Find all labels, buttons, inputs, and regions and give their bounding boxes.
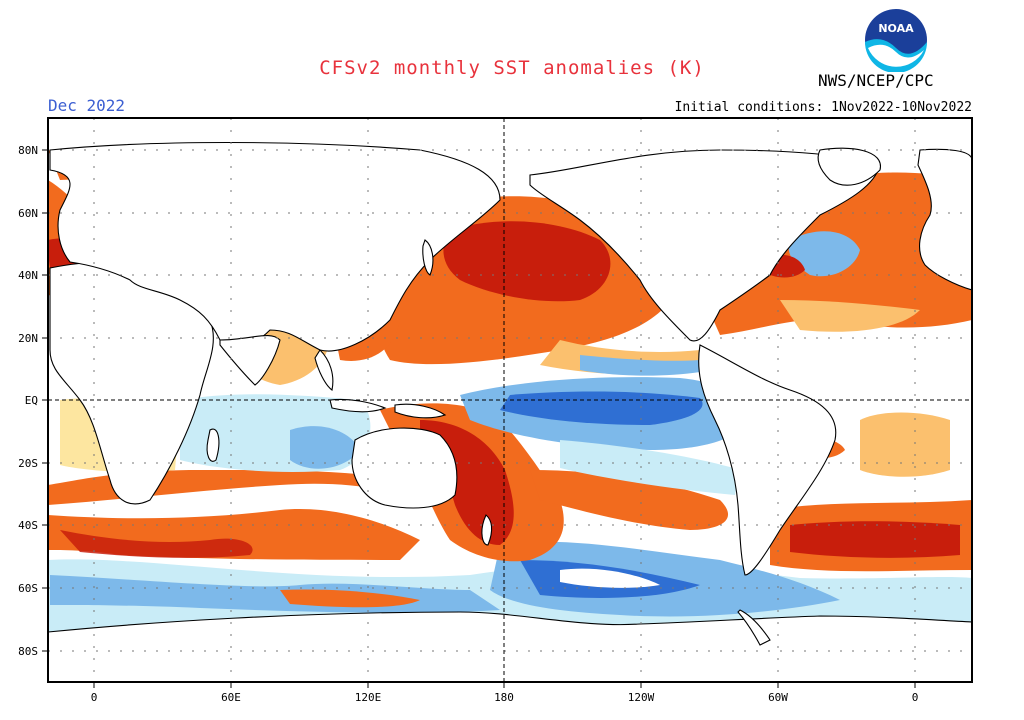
australia xyxy=(351,427,458,509)
lon-label: 120E xyxy=(355,691,382,704)
lat-labels: 80N 60N 40N 20N EQ 20S 40S 60S 80S xyxy=(18,144,38,658)
svg-text:NOAA: NOAA xyxy=(878,22,914,35)
lon-label: 60W xyxy=(768,691,788,704)
lat-label: 60N xyxy=(18,207,38,220)
lon-label: 120W xyxy=(628,691,655,704)
lat-label: 40S xyxy=(18,519,38,532)
forecast-period: Dec 2022 xyxy=(48,96,126,115)
lat-label: 80N xyxy=(18,144,38,157)
tick-marks xyxy=(42,149,916,688)
continents xyxy=(48,141,972,682)
lon-label: 180 xyxy=(494,691,514,704)
agency-label: NWS/NCEP/CPC xyxy=(818,71,934,90)
map-title: CFSv2 monthly SST anomalies (K) xyxy=(319,57,705,79)
lat-label: 40N xyxy=(18,269,38,282)
lat-label: 60S xyxy=(18,582,38,595)
antarctica xyxy=(48,611,972,682)
lat-label: 80S xyxy=(18,645,38,658)
south-america xyxy=(698,344,837,576)
noaa-logo-icon: NOAA xyxy=(865,9,927,72)
lat-label: 20N xyxy=(18,332,38,345)
lat-label: EQ xyxy=(25,394,38,407)
lon-labels: 0 60E 120E 180 120W 60W 0 xyxy=(91,691,919,704)
lon-label: 0 xyxy=(91,691,98,704)
lat-label: 20S xyxy=(18,457,38,470)
initial-conditions: Initial conditions: 1Nov2022-10Nov2022 xyxy=(674,100,972,115)
grid xyxy=(48,118,972,682)
lon-label: 60E xyxy=(221,691,241,704)
lon-label: 0 xyxy=(912,691,919,704)
